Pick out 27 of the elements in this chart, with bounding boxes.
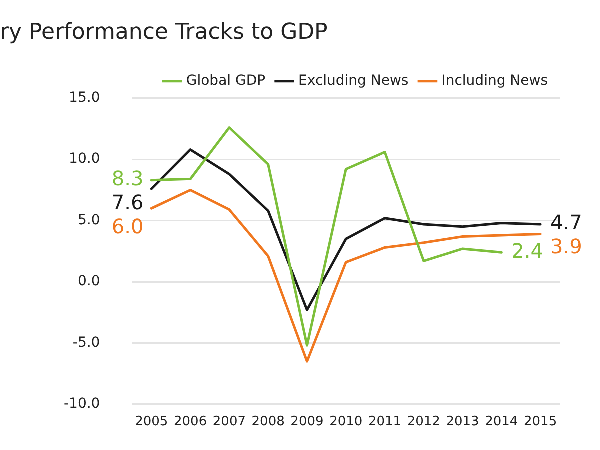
y-tick-label: -10.0 bbox=[64, 396, 100, 412]
x-tick-label: 2010 bbox=[330, 414, 363, 430]
data-label: 6.0 bbox=[112, 214, 144, 239]
legend-label: Excluding News bbox=[298, 73, 409, 90]
legend-label: Global GDP bbox=[186, 73, 266, 90]
x-tick-label: 2006 bbox=[174, 414, 208, 430]
y-tick-label: -5.0 bbox=[72, 334, 100, 351]
chart-title: ry Performance Tracks to GDP bbox=[0, 20, 328, 45]
y-tick-label: 15.0 bbox=[69, 90, 100, 106]
data-label: 8.3 bbox=[112, 166, 144, 191]
y-tick-label: 10.0 bbox=[69, 151, 100, 168]
x-tick-label: 2014 bbox=[485, 414, 518, 430]
x-tick-label: 2012 bbox=[407, 414, 440, 430]
x-tick-label: 2009 bbox=[290, 414, 324, 430]
data-label: 3.9 bbox=[550, 234, 582, 259]
data-label: 4.7 bbox=[550, 210, 582, 235]
data-label: 2.4 bbox=[512, 238, 544, 263]
x-tick-label: 2008 bbox=[252, 414, 285, 430]
data-label: 7.6 bbox=[112, 190, 144, 215]
y-tick-label: 5.0 bbox=[78, 212, 100, 228]
legend-label: Including News bbox=[442, 73, 548, 90]
x-tick-label: 2015 bbox=[524, 414, 558, 430]
y-tick-label: 0.0 bbox=[78, 274, 100, 290]
x-tick-label: 2007 bbox=[212, 414, 246, 430]
x-tick-label: 2013 bbox=[446, 414, 480, 430]
x-tick-label: 2011 bbox=[368, 414, 402, 430]
x-tick-label: 2005 bbox=[135, 414, 168, 430]
